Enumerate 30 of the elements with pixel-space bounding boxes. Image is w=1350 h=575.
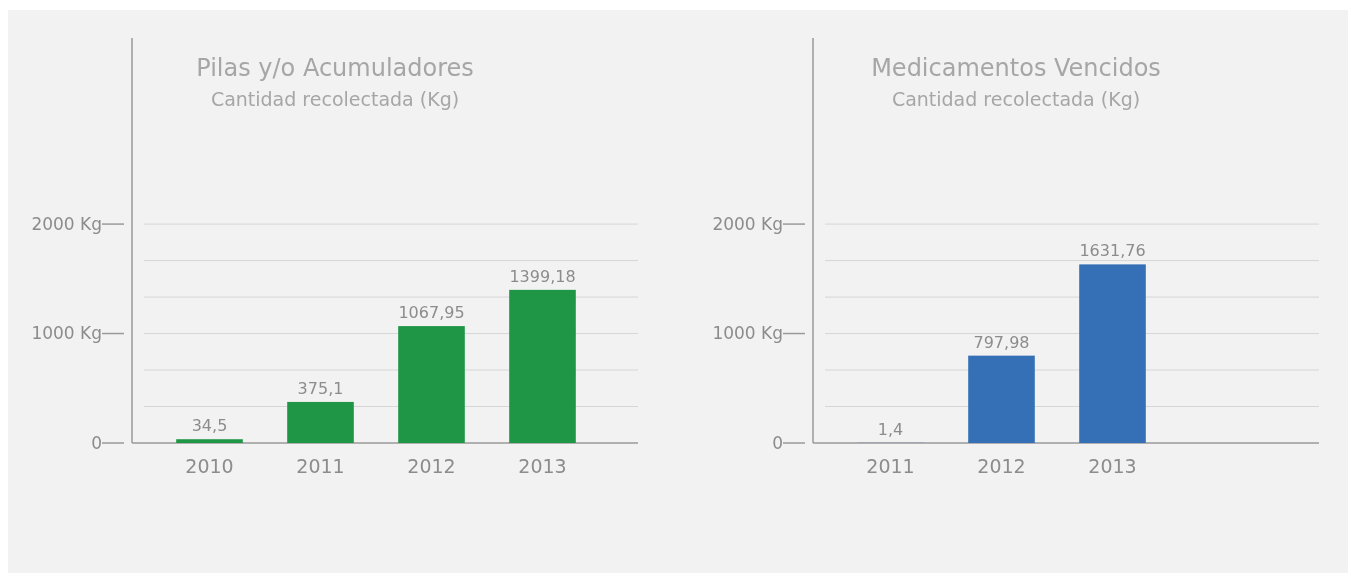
y-tick-label: 2000 Kg — [712, 214, 783, 235]
x-tick-label: 2012 — [407, 455, 456, 477]
x-tick-label: 2010 — [185, 455, 234, 477]
x-tick-label: 2013 — [518, 455, 567, 477]
text: Cantidad recolectada (Kg) — [210, 88, 460, 110]
bar — [1079, 264, 1146, 443]
y-tick-label: 1000 Kg — [31, 323, 102, 344]
y-tick-label: 2000 Kg — [31, 214, 102, 235]
x-tick-label: 2013 — [1088, 455, 1137, 477]
bar — [287, 401, 354, 443]
data-label: 34,5 — [191, 416, 228, 436]
bar — [509, 289, 576, 443]
text: Pilas y/o Acumuladores — [196, 54, 474, 82]
bar — [968, 355, 1035, 443]
data-label: 1399,18 — [509, 266, 576, 286]
x-tick-label: 2012 — [977, 455, 1026, 477]
x-tick-label: 2011 — [866, 455, 915, 477]
text: Cantidad recolectada (Kg) — [891, 88, 1141, 110]
data-label: 1,4 — [877, 419, 904, 439]
y-tick-label: 0 — [772, 432, 783, 453]
bar — [176, 439, 243, 443]
bar — [398, 326, 465, 443]
text: Medicamentos Vencidos — [871, 54, 1161, 82]
y-tick-label: 1000 Kg — [712, 323, 783, 344]
y-tick-label: 0 — [91, 432, 102, 453]
data-label: 1631,76 — [1079, 241, 1146, 261]
data-label: 1067,95 — [398, 303, 465, 323]
data-label: 375,1 — [297, 378, 344, 398]
x-tick-label: 2011 — [296, 455, 345, 477]
data-label: 797,98 — [973, 332, 1030, 352]
